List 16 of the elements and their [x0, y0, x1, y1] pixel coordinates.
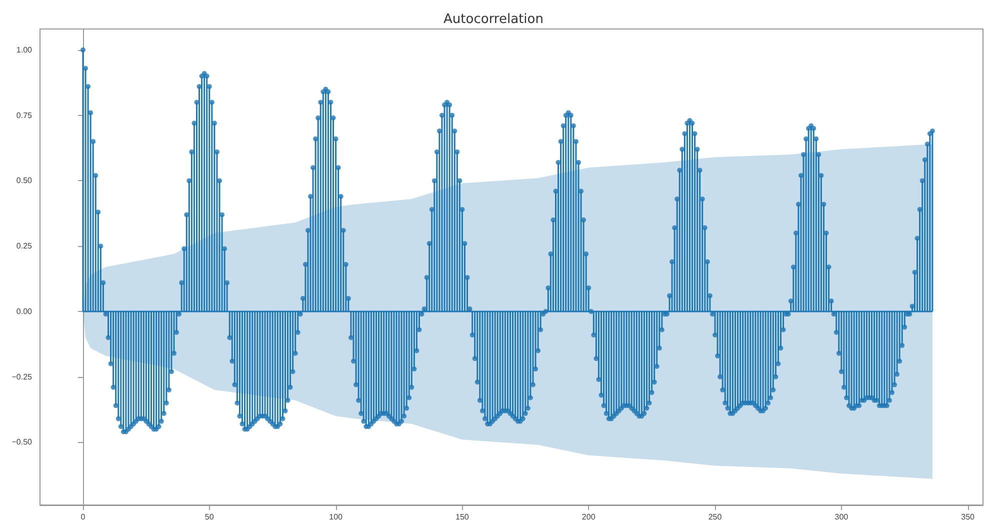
x-tick-label: 50: [204, 512, 214, 521]
y-tick-label: 0.25: [16, 242, 33, 251]
x-tick-label: 100: [329, 512, 344, 521]
y-tick-label: 0.50: [16, 176, 33, 186]
y-tick-label: 0.00: [16, 306, 33, 316]
x-tick-label: 200: [582, 512, 596, 521]
x-tick-label: 350: [961, 512, 976, 521]
chart-title: Autocorrelation: [444, 12, 544, 27]
x-tick-label: 150: [456, 512, 470, 521]
x-tick-label: 250: [708, 512, 722, 521]
x-tick-label: 300: [834, 512, 849, 521]
y-tick-label: −0.25: [12, 372, 33, 382]
y-tick-label: −0.50: [12, 438, 33, 447]
y-tick-label: 1.00: [16, 45, 33, 54]
x-tick-label: 0: [80, 512, 86, 521]
y-tick-label: 0.75: [16, 110, 33, 120]
